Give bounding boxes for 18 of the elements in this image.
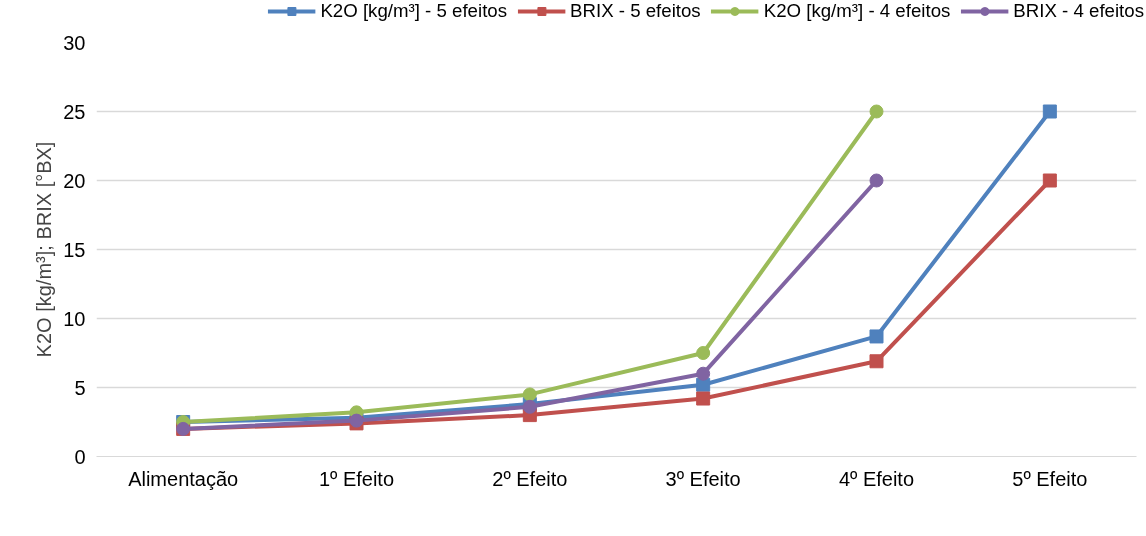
x-tick-label: 5º Efeito [1012, 467, 1088, 490]
x-tick-label: 1º Efeito [318, 467, 395, 490]
legend-label: BRIX - 4 efeitos [1013, 0, 1144, 22]
y-tick-label: 15 [63, 238, 86, 261]
x-tick-label: 4º Efeito [838, 467, 915, 490]
x-tick-label: 2º Efeito [492, 467, 568, 490]
y-tick-label: 10 [63, 307, 86, 330]
y-tick-label: 20 [63, 169, 86, 192]
x-tick-label: Alimentação [128, 467, 239, 490]
legend-label: K2O [kg/m³] - 4 efeitos [763, 0, 951, 22]
legend-label: K2O [kg/m³] - 5 efeitos [320, 0, 508, 22]
y-tick-label: 25 [63, 100, 86, 123]
x-tick-label: 3º Efeito [665, 467, 741, 490]
y-tick-label: 5 [74, 376, 86, 399]
legend-label: BRIX - 5 efeitos [570, 0, 701, 22]
y-tick-label: 0 [74, 445, 86, 468]
y-axis-title: K2O [kg/m³]; BRIX [°BX] [33, 141, 56, 358]
y-tick-label: 30 [63, 31, 86, 54]
